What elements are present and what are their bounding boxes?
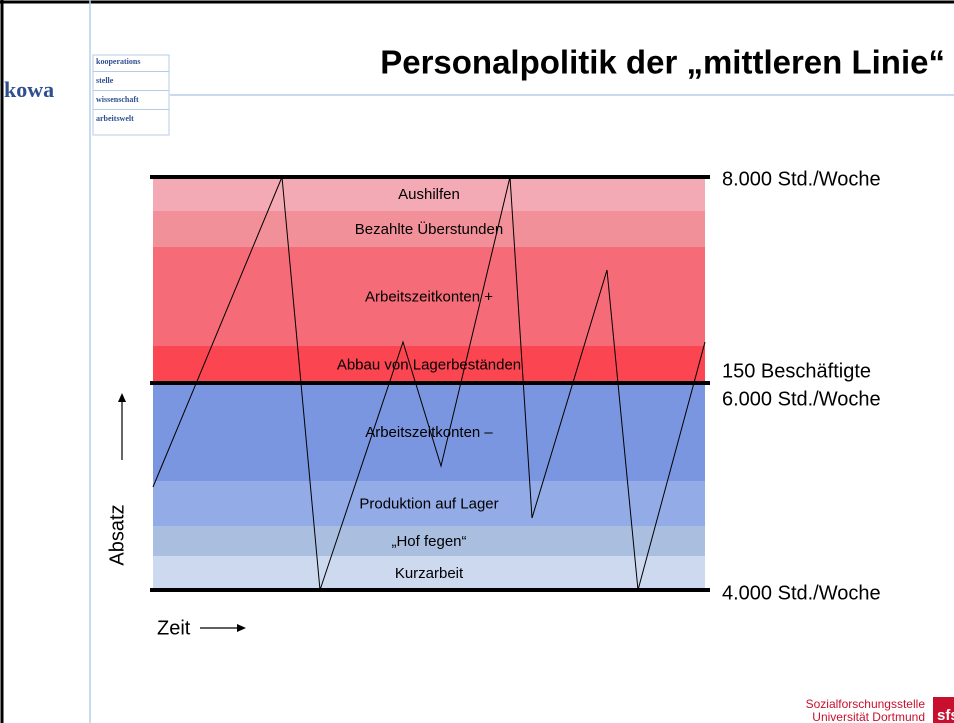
logo-main: kowa <box>4 77 54 102</box>
logo-line: stelle <box>96 76 114 85</box>
band-label: Kurzarbeit <box>395 565 464 582</box>
logo-line: kooperations <box>96 57 140 66</box>
band <box>153 481 705 526</box>
footer-line2: Universität Dortmund <box>812 710 925 723</box>
footer-badge-text: sfs <box>937 707 954 723</box>
axis-y-arrowhead <box>118 393 126 402</box>
axis-y-label: Absatz <box>106 504 128 565</box>
band-label: Bezahlte Überstunden <box>355 220 503 238</box>
logo-line: arbeitswelt <box>96 114 134 123</box>
band <box>153 346 705 383</box>
band-label: Abbau von Lagerbeständen <box>337 356 521 373</box>
level-label: 8.000 Std./Woche <box>722 168 881 190</box>
band <box>153 383 705 481</box>
band <box>153 556 705 590</box>
level-label: 150 Beschäftigte <box>722 360 871 382</box>
band-label: Aushilfen <box>398 186 460 203</box>
band-label: Arbeitszeitkonten + <box>365 288 493 305</box>
logo-line: wissenschaft <box>96 95 139 104</box>
band <box>153 526 705 556</box>
footer-line1: Sozialforschungsstelle <box>806 697 926 711</box>
level-label: 6.000 Std./Woche <box>722 388 881 410</box>
band-label: „Hof fegen“ <box>391 533 466 550</box>
band-label: Produktion auf Lager <box>359 495 498 512</box>
footer-badge <box>933 697 954 723</box>
axis-x-label: Zeit <box>157 617 191 639</box>
band <box>153 177 705 211</box>
band-label: Arbeitszeitkonten – <box>365 424 493 441</box>
axis-x-arrowhead <box>237 624 246 632</box>
logo-box <box>92 54 170 136</box>
level-label: 4.000 Std./Woche <box>722 582 881 604</box>
logo: kowa kooperations stelle wissenschaft arbei… <box>4 54 170 136</box>
title: Personalpolitik der „mittleren Linie“ <box>380 44 945 81</box>
band <box>153 211 705 247</box>
